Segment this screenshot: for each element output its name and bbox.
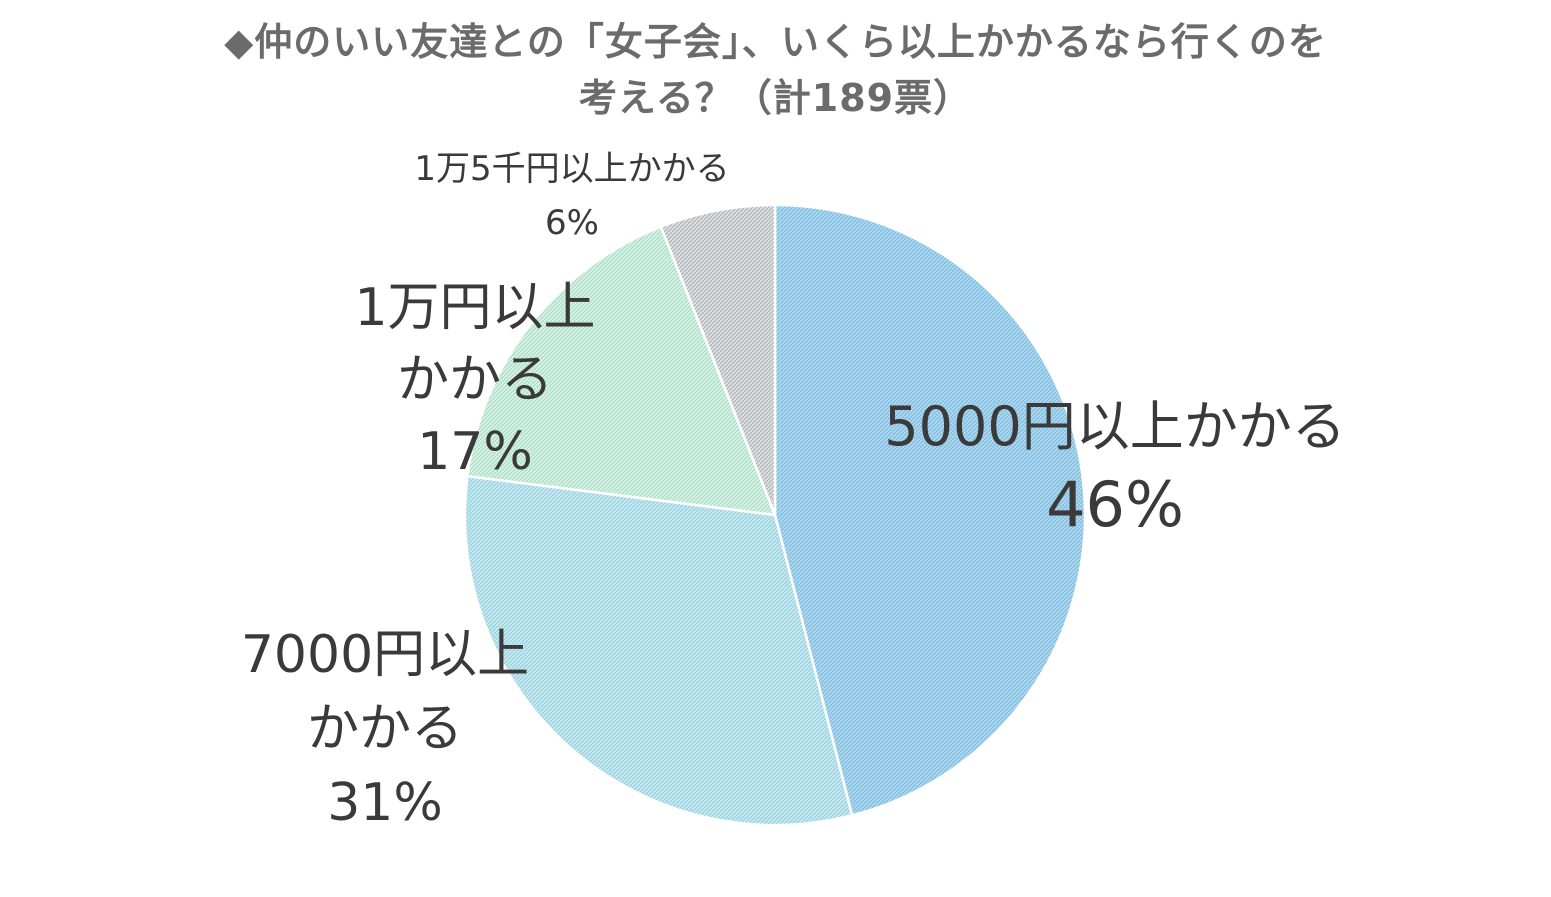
pie-slice-5000: [773, 203, 1087, 817]
slice-label-10000: 1万円以上 かかる 17%: [335, 272, 615, 488]
slice-label-15000-value: 6%: [545, 203, 599, 243]
chart-title: ◆仲のいい友達との「女子会」、いくら以上かかるなら行くのを 考える？（計189票…: [0, 14, 1551, 126]
slice-label-15000-name: 1万5千円以上かかる: [414, 149, 730, 189]
slice-label-7000-value: 31%: [327, 773, 443, 833]
pie-slice-15000: [659, 203, 777, 516]
slice-label-5000: 5000円以上かかる 46%: [880, 388, 1350, 544]
slice-label-10000-name-1: 1万円以上: [354, 278, 596, 338]
slice-label-15000: 1万5千円以上かかる 6%: [372, 142, 772, 250]
chart-title-line-1: ◆仲のいい友達との「女子会」、いくら以上かかるなら行くのを: [224, 20, 1327, 64]
slice-label-7000-name-1: 7000円以上: [240, 625, 530, 685]
slice-label-5000-name: 5000円以上かかる: [884, 395, 1346, 458]
slice-label-5000-value: 46%: [1046, 468, 1184, 541]
pie-slice-7000: [463, 474, 854, 827]
chart-title-line-2: 考える？（計189票）: [578, 76, 973, 120]
slice-label-10000-value: 17%: [417, 422, 533, 482]
slice-label-7000: 7000円以上 かかる 31%: [235, 618, 535, 840]
pie-slice-10000: [466, 225, 777, 517]
slice-label-7000-name-2: かかる: [306, 699, 463, 759]
slice-label-10000-name-2: かかる: [396, 350, 553, 410]
